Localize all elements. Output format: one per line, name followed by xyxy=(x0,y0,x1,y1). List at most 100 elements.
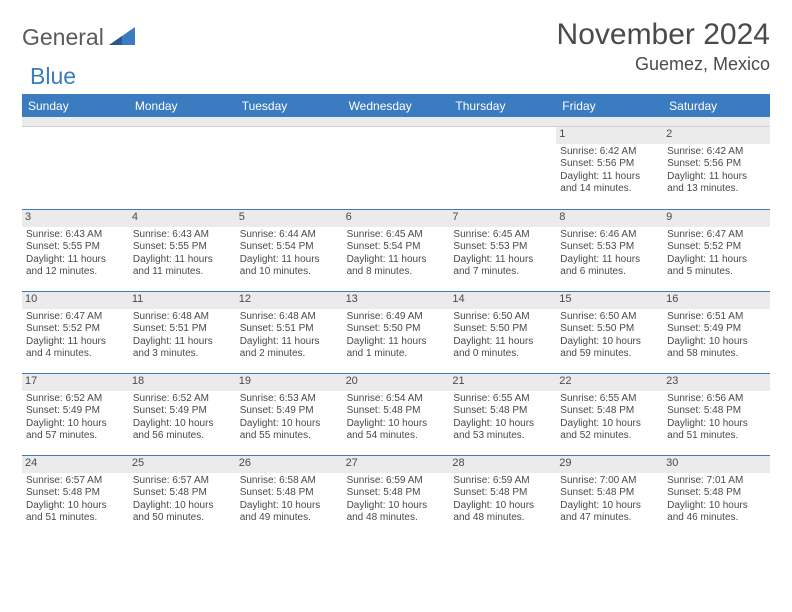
day-cell-empty xyxy=(129,127,236,209)
day-daylight1: Daylight: 10 hours xyxy=(667,418,766,431)
day-sunset: Sunset: 5:48 PM xyxy=(26,487,125,500)
day-daylight2: and 57 minutes. xyxy=(26,430,125,443)
day-daylight1: Daylight: 11 hours xyxy=(453,254,552,267)
day-cell: 13Sunrise: 6:49 AMSunset: 5:50 PMDayligh… xyxy=(343,291,450,373)
day-number: 30 xyxy=(663,455,770,473)
day-sunset: Sunset: 5:48 PM xyxy=(560,487,659,500)
day-daylight1: Daylight: 11 hours xyxy=(560,171,659,184)
day-daylight1: Daylight: 11 hours xyxy=(240,254,339,267)
day-number xyxy=(449,127,556,144)
weekday-header: Tuesday xyxy=(236,96,343,117)
day-daylight2: and 52 minutes. xyxy=(560,430,659,443)
day-daylight2: and 0 minutes. xyxy=(453,348,552,361)
day-sunrise: Sunrise: 6:57 AM xyxy=(26,475,125,488)
week-row: 17Sunrise: 6:52 AMSunset: 5:49 PMDayligh… xyxy=(22,373,770,455)
day-sunrise: Sunrise: 6:49 AM xyxy=(347,311,446,324)
day-daylight1: Daylight: 11 hours xyxy=(667,254,766,267)
day-cell: 26Sunrise: 6:58 AMSunset: 5:48 PMDayligh… xyxy=(236,455,343,537)
day-cell: 22Sunrise: 6:55 AMSunset: 5:48 PMDayligh… xyxy=(556,373,663,455)
day-number: 27 xyxy=(343,455,450,473)
location: Guemez, Mexico xyxy=(557,54,770,75)
day-sunrise: Sunrise: 6:48 AM xyxy=(133,311,232,324)
day-number: 28 xyxy=(449,455,556,473)
day-daylight2: and 14 minutes. xyxy=(560,183,659,196)
logo: General xyxy=(22,18,137,51)
day-sunset: Sunset: 5:48 PM xyxy=(347,487,446,500)
spacer-row xyxy=(22,117,770,127)
day-daylight1: Daylight: 11 hours xyxy=(560,254,659,267)
day-sunrise: Sunrise: 6:53 AM xyxy=(240,393,339,406)
weekday-header: Saturday xyxy=(663,96,770,117)
day-cell: 6Sunrise: 6:45 AMSunset: 5:54 PMDaylight… xyxy=(343,209,450,291)
day-daylight2: and 8 minutes. xyxy=(347,266,446,279)
day-daylight1: Daylight: 10 hours xyxy=(560,336,659,349)
day-sunset: Sunset: 5:48 PM xyxy=(453,405,552,418)
day-number: 29 xyxy=(556,455,663,473)
day-daylight2: and 56 minutes. xyxy=(133,430,232,443)
day-sunrise: Sunrise: 6:46 AM xyxy=(560,229,659,242)
day-cell: 10Sunrise: 6:47 AMSunset: 5:52 PMDayligh… xyxy=(22,291,129,373)
day-number: 14 xyxy=(449,291,556,309)
day-cell: 4Sunrise: 6:43 AMSunset: 5:55 PMDaylight… xyxy=(129,209,236,291)
day-sunset: Sunset: 5:56 PM xyxy=(667,158,766,171)
day-sunset: Sunset: 5:54 PM xyxy=(347,241,446,254)
day-sunset: Sunset: 5:49 PM xyxy=(26,405,125,418)
day-number: 25 xyxy=(129,455,236,473)
day-cell-empty xyxy=(343,127,450,209)
day-sunrise: Sunrise: 6:55 AM xyxy=(453,393,552,406)
day-sunset: Sunset: 5:53 PM xyxy=(560,241,659,254)
day-daylight1: Daylight: 11 hours xyxy=(667,171,766,184)
day-daylight2: and 6 minutes. xyxy=(560,266,659,279)
day-sunset: Sunset: 5:48 PM xyxy=(453,487,552,500)
day-daylight2: and 50 minutes. xyxy=(133,512,232,525)
title-block: November 2024 Guemez, Mexico xyxy=(557,18,770,75)
day-number: 5 xyxy=(236,209,343,227)
day-cell: 17Sunrise: 6:52 AMSunset: 5:49 PMDayligh… xyxy=(22,373,129,455)
day-cell: 12Sunrise: 6:48 AMSunset: 5:51 PMDayligh… xyxy=(236,291,343,373)
day-daylight1: Daylight: 10 hours xyxy=(453,500,552,513)
day-daylight2: and 10 minutes. xyxy=(240,266,339,279)
day-daylight1: Daylight: 11 hours xyxy=(26,254,125,267)
day-cell: 15Sunrise: 6:50 AMSunset: 5:50 PMDayligh… xyxy=(556,291,663,373)
day-sunset: Sunset: 5:49 PM xyxy=(240,405,339,418)
weekday-header: Monday xyxy=(129,96,236,117)
day-number: 20 xyxy=(343,373,450,391)
day-daylight2: and 54 minutes. xyxy=(347,430,446,443)
day-daylight1: Daylight: 10 hours xyxy=(347,418,446,431)
weekday-header: Wednesday xyxy=(343,96,450,117)
day-cell: 11Sunrise: 6:48 AMSunset: 5:51 PMDayligh… xyxy=(129,291,236,373)
day-daylight2: and 48 minutes. xyxy=(453,512,552,525)
day-daylight2: and 13 minutes. xyxy=(667,183,766,196)
day-daylight2: and 48 minutes. xyxy=(347,512,446,525)
week-row: 1Sunrise: 6:42 AMSunset: 5:56 PMDaylight… xyxy=(22,127,770,209)
day-cell: 30Sunrise: 7:01 AMSunset: 5:48 PMDayligh… xyxy=(663,455,770,537)
day-daylight2: and 3 minutes. xyxy=(133,348,232,361)
day-sunrise: Sunrise: 6:52 AM xyxy=(26,393,125,406)
day-sunrise: Sunrise: 6:52 AM xyxy=(133,393,232,406)
day-sunrise: Sunrise: 6:42 AM xyxy=(560,146,659,159)
day-sunrise: Sunrise: 6:57 AM xyxy=(133,475,232,488)
weekday-header: Friday xyxy=(556,96,663,117)
day-number: 9 xyxy=(663,209,770,227)
day-sunset: Sunset: 5:48 PM xyxy=(347,405,446,418)
day-daylight1: Daylight: 11 hours xyxy=(240,336,339,349)
day-daylight2: and 51 minutes. xyxy=(26,512,125,525)
day-daylight2: and 46 minutes. xyxy=(667,512,766,525)
day-cell: 29Sunrise: 7:00 AMSunset: 5:48 PMDayligh… xyxy=(556,455,663,537)
day-sunrise: Sunrise: 7:01 AM xyxy=(667,475,766,488)
week-row: 3Sunrise: 6:43 AMSunset: 5:55 PMDaylight… xyxy=(22,209,770,291)
day-sunrise: Sunrise: 6:58 AM xyxy=(240,475,339,488)
day-number: 23 xyxy=(663,373,770,391)
day-number: 24 xyxy=(22,455,129,473)
day-cell: 25Sunrise: 6:57 AMSunset: 5:48 PMDayligh… xyxy=(129,455,236,537)
day-cell: 27Sunrise: 6:59 AMSunset: 5:48 PMDayligh… xyxy=(343,455,450,537)
day-daylight1: Daylight: 10 hours xyxy=(347,500,446,513)
day-sunset: Sunset: 5:48 PM xyxy=(667,405,766,418)
day-daylight2: and 58 minutes. xyxy=(667,348,766,361)
day-sunrise: Sunrise: 6:50 AM xyxy=(453,311,552,324)
day-cell: 20Sunrise: 6:54 AMSunset: 5:48 PMDayligh… xyxy=(343,373,450,455)
weekday-header: Sunday xyxy=(22,96,129,117)
day-number: 22 xyxy=(556,373,663,391)
day-cell: 5Sunrise: 6:44 AMSunset: 5:54 PMDaylight… xyxy=(236,209,343,291)
day-daylight2: and 5 minutes. xyxy=(667,266,766,279)
